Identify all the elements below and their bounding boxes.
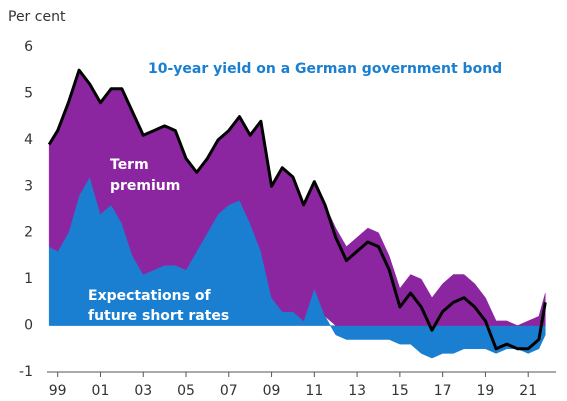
annotation: Term — [110, 157, 149, 173]
annotation: 10-year yield on a German government bon… — [148, 61, 502, 77]
annotation: Expectations of — [88, 288, 211, 304]
annotation: premium — [110, 178, 180, 194]
x-tick-label: 05 — [177, 383, 195, 399]
y-tick-label: 1 — [24, 271, 33, 287]
y-tick-label: -1 — [19, 364, 33, 380]
y-tick-label: 2 — [24, 225, 33, 241]
x-tick-label: 21 — [519, 383, 537, 399]
x-tick-label: 07 — [220, 383, 238, 399]
y-tick-label: 3 — [24, 178, 33, 194]
y-tick-label: 4 — [24, 132, 33, 148]
x-tick-label: 19 — [477, 383, 495, 399]
x-tick-label: 17 — [434, 383, 452, 399]
annotation: future short rates — [88, 308, 229, 324]
x-tick-label: 11 — [305, 383, 323, 399]
x-tick-label: 03 — [134, 383, 152, 399]
x-tick-label: 09 — [263, 383, 281, 399]
x-tick-label: 01 — [92, 383, 110, 399]
y-axis-label: Per cent — [8, 9, 66, 25]
y-tick-label: 5 — [24, 85, 33, 101]
x-tick-label: 13 — [348, 383, 366, 399]
y-tick-label: 0 — [24, 318, 33, 334]
x-tick-label: 15 — [391, 383, 409, 399]
line — [47, 68, 547, 351]
x-tick-label: 99 — [49, 383, 67, 399]
y-tick-label: 6 — [24, 39, 33, 55]
